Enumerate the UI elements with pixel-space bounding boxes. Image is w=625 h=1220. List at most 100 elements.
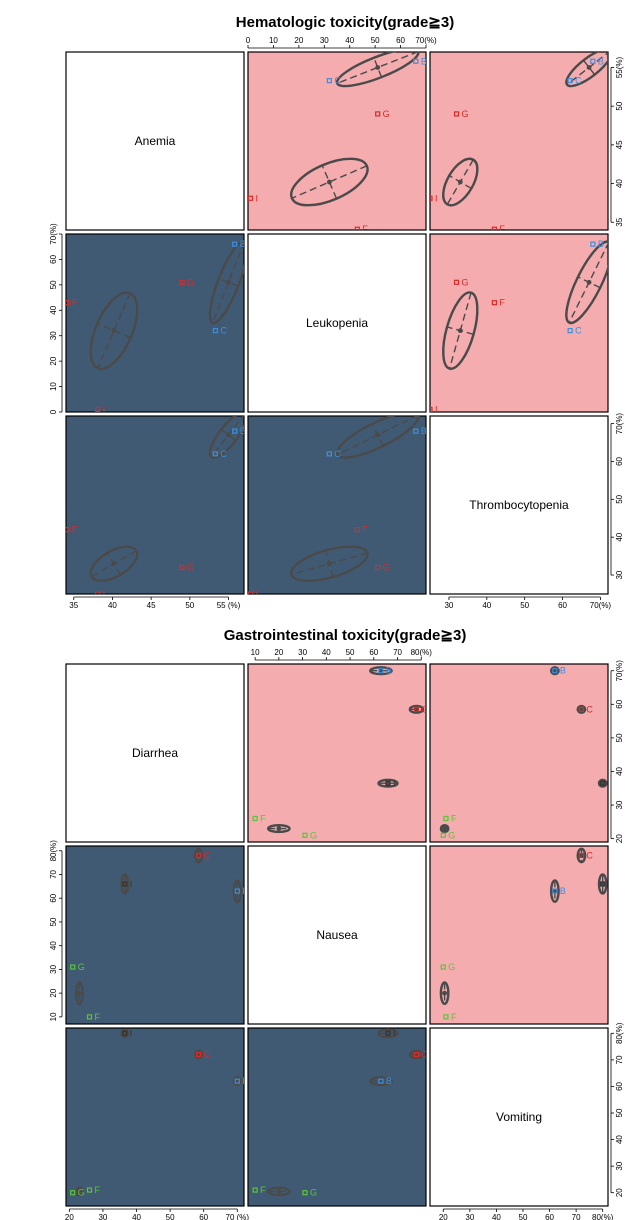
data-point bbox=[252, 1187, 258, 1193]
data-point bbox=[354, 226, 360, 230]
point-g-2-0: G bbox=[70, 1188, 85, 1198]
right-axis-bottom-tick-label: 50 bbox=[615, 494, 624, 503]
point-label-f: F bbox=[95, 1012, 101, 1022]
point-f-2-1: F bbox=[354, 525, 368, 535]
ellipse-minor-axis bbox=[218, 277, 239, 287]
point-i-2-0: I bbox=[122, 1028, 132, 1038]
ellipse-center bbox=[111, 328, 117, 334]
ellipse-center bbox=[579, 706, 584, 712]
data-point bbox=[600, 780, 606, 786]
data-point bbox=[378, 668, 384, 674]
panel-0-2 bbox=[429, 663, 609, 843]
data-point bbox=[567, 328, 573, 334]
ellipse-center bbox=[378, 668, 384, 674]
ellipse-center bbox=[385, 780, 391, 786]
point-label-i: I bbox=[608, 778, 611, 788]
point-b-0-1: B bbox=[413, 56, 427, 66]
ellipse-group-1-1-2 bbox=[576, 847, 587, 864]
point-label-b: B bbox=[386, 1076, 392, 1086]
bottom-axis-left-tick-label: 30 bbox=[98, 1213, 107, 1220]
ellipse-center bbox=[579, 853, 584, 858]
point-c-2-1: C bbox=[413, 1050, 426, 1060]
ellipse-center bbox=[276, 826, 282, 831]
bottom-axis-right-tick-label: 20 bbox=[439, 1213, 448, 1220]
point-label-b: B bbox=[386, 666, 392, 676]
top-axis-tick-label: 50 bbox=[346, 648, 355, 657]
point-label-f: F bbox=[362, 224, 368, 234]
data-point bbox=[179, 564, 185, 571]
point-label-g: G bbox=[383, 562, 390, 572]
ellipse-center bbox=[600, 881, 606, 887]
ellipse-center bbox=[326, 179, 332, 185]
data-point bbox=[354, 527, 360, 533]
ellipse-group-3-2-0 bbox=[74, 1186, 84, 1197]
point-label-g: G bbox=[187, 277, 194, 287]
right-axis-bottom-tick-label: 40 bbox=[615, 532, 624, 541]
point-label-g: G bbox=[78, 962, 85, 972]
point-label-f: F bbox=[260, 1185, 266, 1195]
point-label-c: C bbox=[204, 1050, 211, 1060]
data-point bbox=[234, 1078, 240, 1084]
point-g-0-2: G bbox=[453, 109, 469, 119]
hematologic-title: Hematologic toxicity(grade≧3) bbox=[236, 14, 454, 31]
point-g-1-2: G bbox=[440, 962, 455, 972]
point-label-c: C bbox=[575, 76, 582, 86]
ellipse-major-axis bbox=[212, 241, 244, 324]
point-g-2-1: G bbox=[375, 562, 390, 572]
data-point bbox=[578, 852, 585, 859]
ellipse-group-1-2-1 bbox=[408, 1049, 425, 1060]
right-axis-bottom-tick-label: 80(%) bbox=[615, 1022, 624, 1044]
ellipse-group-0-0-1 bbox=[335, 52, 420, 88]
diagonal-label-anemia: Anemia bbox=[135, 134, 176, 148]
ellipse-center bbox=[122, 881, 128, 887]
point-label-c: C bbox=[586, 850, 593, 860]
ellipse-center bbox=[375, 65, 381, 70]
top-axis-tick-label: 50 bbox=[371, 36, 380, 45]
top-axis-tick-label: 0 bbox=[246, 36, 251, 45]
gastrointestinal-title: Gastrointestinal toxicity(grade≧3) bbox=[224, 627, 467, 644]
data-point bbox=[66, 300, 70, 306]
top-axis-tick-label: 40 bbox=[322, 648, 331, 657]
point-b-0-2: B bbox=[552, 666, 566, 676]
point-label-i: I bbox=[130, 879, 133, 889]
point-label-i: I bbox=[435, 193, 438, 203]
point-label-g: G bbox=[78, 1188, 85, 1198]
data-point bbox=[375, 564, 381, 571]
data-point bbox=[232, 428, 238, 434]
data-point bbox=[453, 279, 460, 285]
point-b-2-1: B bbox=[378, 1076, 392, 1086]
bottom-axis-right-tick-label: 40 bbox=[482, 601, 491, 610]
ellipse-major-axis bbox=[97, 292, 131, 369]
bottom-axis-right-tick-label: 30 bbox=[465, 1213, 474, 1220]
point-g-0-1: G bbox=[302, 830, 317, 840]
ellipse-center bbox=[77, 990, 82, 996]
point-f-1-0: F bbox=[66, 298, 78, 308]
ellipse-center bbox=[586, 279, 592, 285]
ellipse-center bbox=[226, 279, 231, 285]
point-b-0-2: B bbox=[590, 56, 604, 66]
point-label-c: C bbox=[422, 704, 429, 714]
panel-0-1 bbox=[247, 663, 427, 843]
data-point bbox=[578, 706, 585, 712]
right-axis-top-tick-label: 35 bbox=[615, 217, 624, 226]
point-label-b: B bbox=[421, 56, 427, 66]
point-b-2-0: B bbox=[234, 1076, 244, 1086]
ellipse-center bbox=[457, 179, 463, 185]
point-label-g: G bbox=[462, 277, 469, 287]
ellipse-center bbox=[378, 1078, 384, 1084]
top-axis-tick-label: 30 bbox=[298, 648, 307, 657]
point-b-1-0: B bbox=[232, 239, 244, 249]
point-label-b: B bbox=[560, 886, 566, 896]
ellipse-center bbox=[600, 780, 606, 786]
bottom-axis-left-tick-label: 55 (%) bbox=[217, 601, 241, 610]
top-axis-tick-label: 30 bbox=[320, 36, 329, 45]
ellipse-center bbox=[552, 668, 558, 674]
point-g-2-1: G bbox=[302, 1188, 317, 1198]
point-c-0-1: C bbox=[413, 704, 429, 714]
top-axis-tick-label: 60 bbox=[396, 36, 405, 45]
right-axis-top-tick-label: 40 bbox=[615, 179, 624, 188]
bottom-axis-right-tick-label: 70(%) bbox=[590, 601, 612, 610]
bottom-axis-right-tick-label: 50 bbox=[519, 1213, 528, 1220]
data-point bbox=[95, 406, 101, 412]
top-axis-tick-label: 20 bbox=[294, 36, 303, 45]
